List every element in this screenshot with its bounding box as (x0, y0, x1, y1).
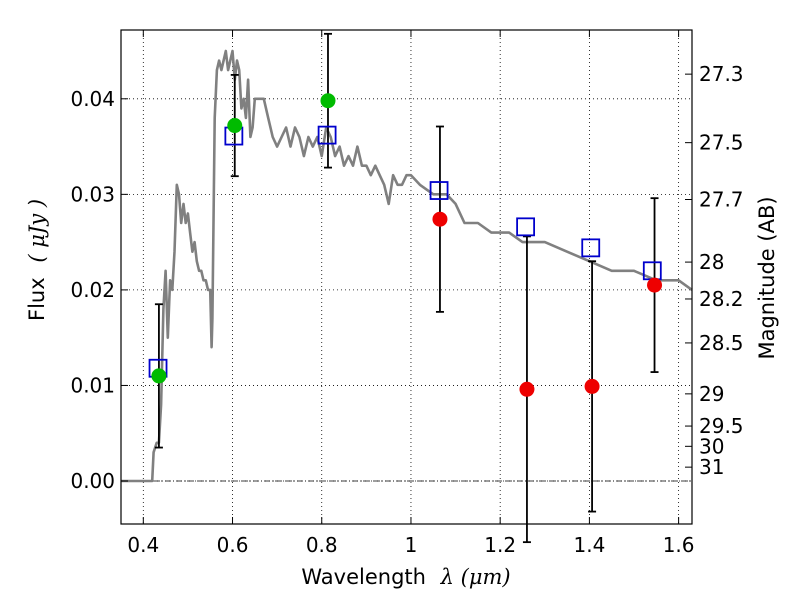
mag-tick-label: 29 (699, 382, 724, 406)
mag-tick-label: 28.2 (699, 287, 744, 311)
upper-limit-point (432, 211, 448, 227)
y-tick-label: 0.00 (70, 469, 115, 493)
x-tick-label: 0.4 (127, 533, 159, 557)
x-axis-label-symbol: λ (μm) (440, 565, 511, 589)
data-markers (148, 93, 663, 397)
y2-axis-label: Magnitude (AB) (755, 196, 779, 359)
upper-limit-point (519, 381, 535, 397)
model-photometry-square (516, 217, 536, 237)
detection-point (320, 93, 336, 109)
y-axis-label: Flux ( μJy ) (25, 199, 49, 321)
y-tick-label: 0.02 (70, 278, 115, 302)
y-axis-label-text: Flux (25, 277, 49, 321)
model-spectrum-line (121, 49, 693, 483)
x-axis-label: Wavelength λ (μm) (301, 565, 510, 589)
y-axis-label-symbol: ( μJy ) (25, 199, 49, 263)
x-tick-label: 1.2 (484, 533, 516, 557)
mag-tick-label: 27.5 (699, 131, 744, 155)
mag-tick-label: 28 (699, 250, 724, 274)
x-tick-label: 0.8 (306, 533, 338, 557)
model-photometry-square (581, 238, 601, 258)
model-photometry-square (429, 181, 449, 200)
mag-tick-label: 30 (699, 434, 724, 458)
mag-tick-label: 31 (699, 455, 724, 479)
y-tick-label: 0.04 (70, 87, 115, 111)
plot-frame (120, 29, 693, 525)
x-tick-label: 1 (405, 533, 418, 557)
mag-tick-label: 27.7 (699, 188, 744, 212)
x-tick-label: 1.6 (663, 533, 695, 557)
detection-point (151, 368, 167, 384)
error-bars (154, 32, 659, 544)
detection-point (227, 118, 243, 134)
x-tick-label: 0.6 (217, 533, 249, 557)
model-photometry-square (317, 125, 337, 145)
axis-ticks: 0.4 0.6 0.8 1 1.2 1.4 1.6 0.00 0.01 0.02 0.03 0.04 2… (70, 30, 744, 557)
grid (121, 30, 692, 524)
upper-limit-point (584, 378, 600, 394)
upper-limit-point (647, 277, 663, 293)
mag-tick-label: 29.5 (699, 414, 744, 438)
y-tick-label: 0.01 (70, 373, 115, 397)
x-axis-label-text: Wavelength (301, 565, 426, 589)
y-tick-label: 0.03 (70, 182, 115, 206)
mag-tick-label: 28.5 (699, 331, 744, 355)
x-tick-label: 1.4 (573, 533, 605, 557)
mag-tick-label: 27.3 (699, 62, 744, 86)
